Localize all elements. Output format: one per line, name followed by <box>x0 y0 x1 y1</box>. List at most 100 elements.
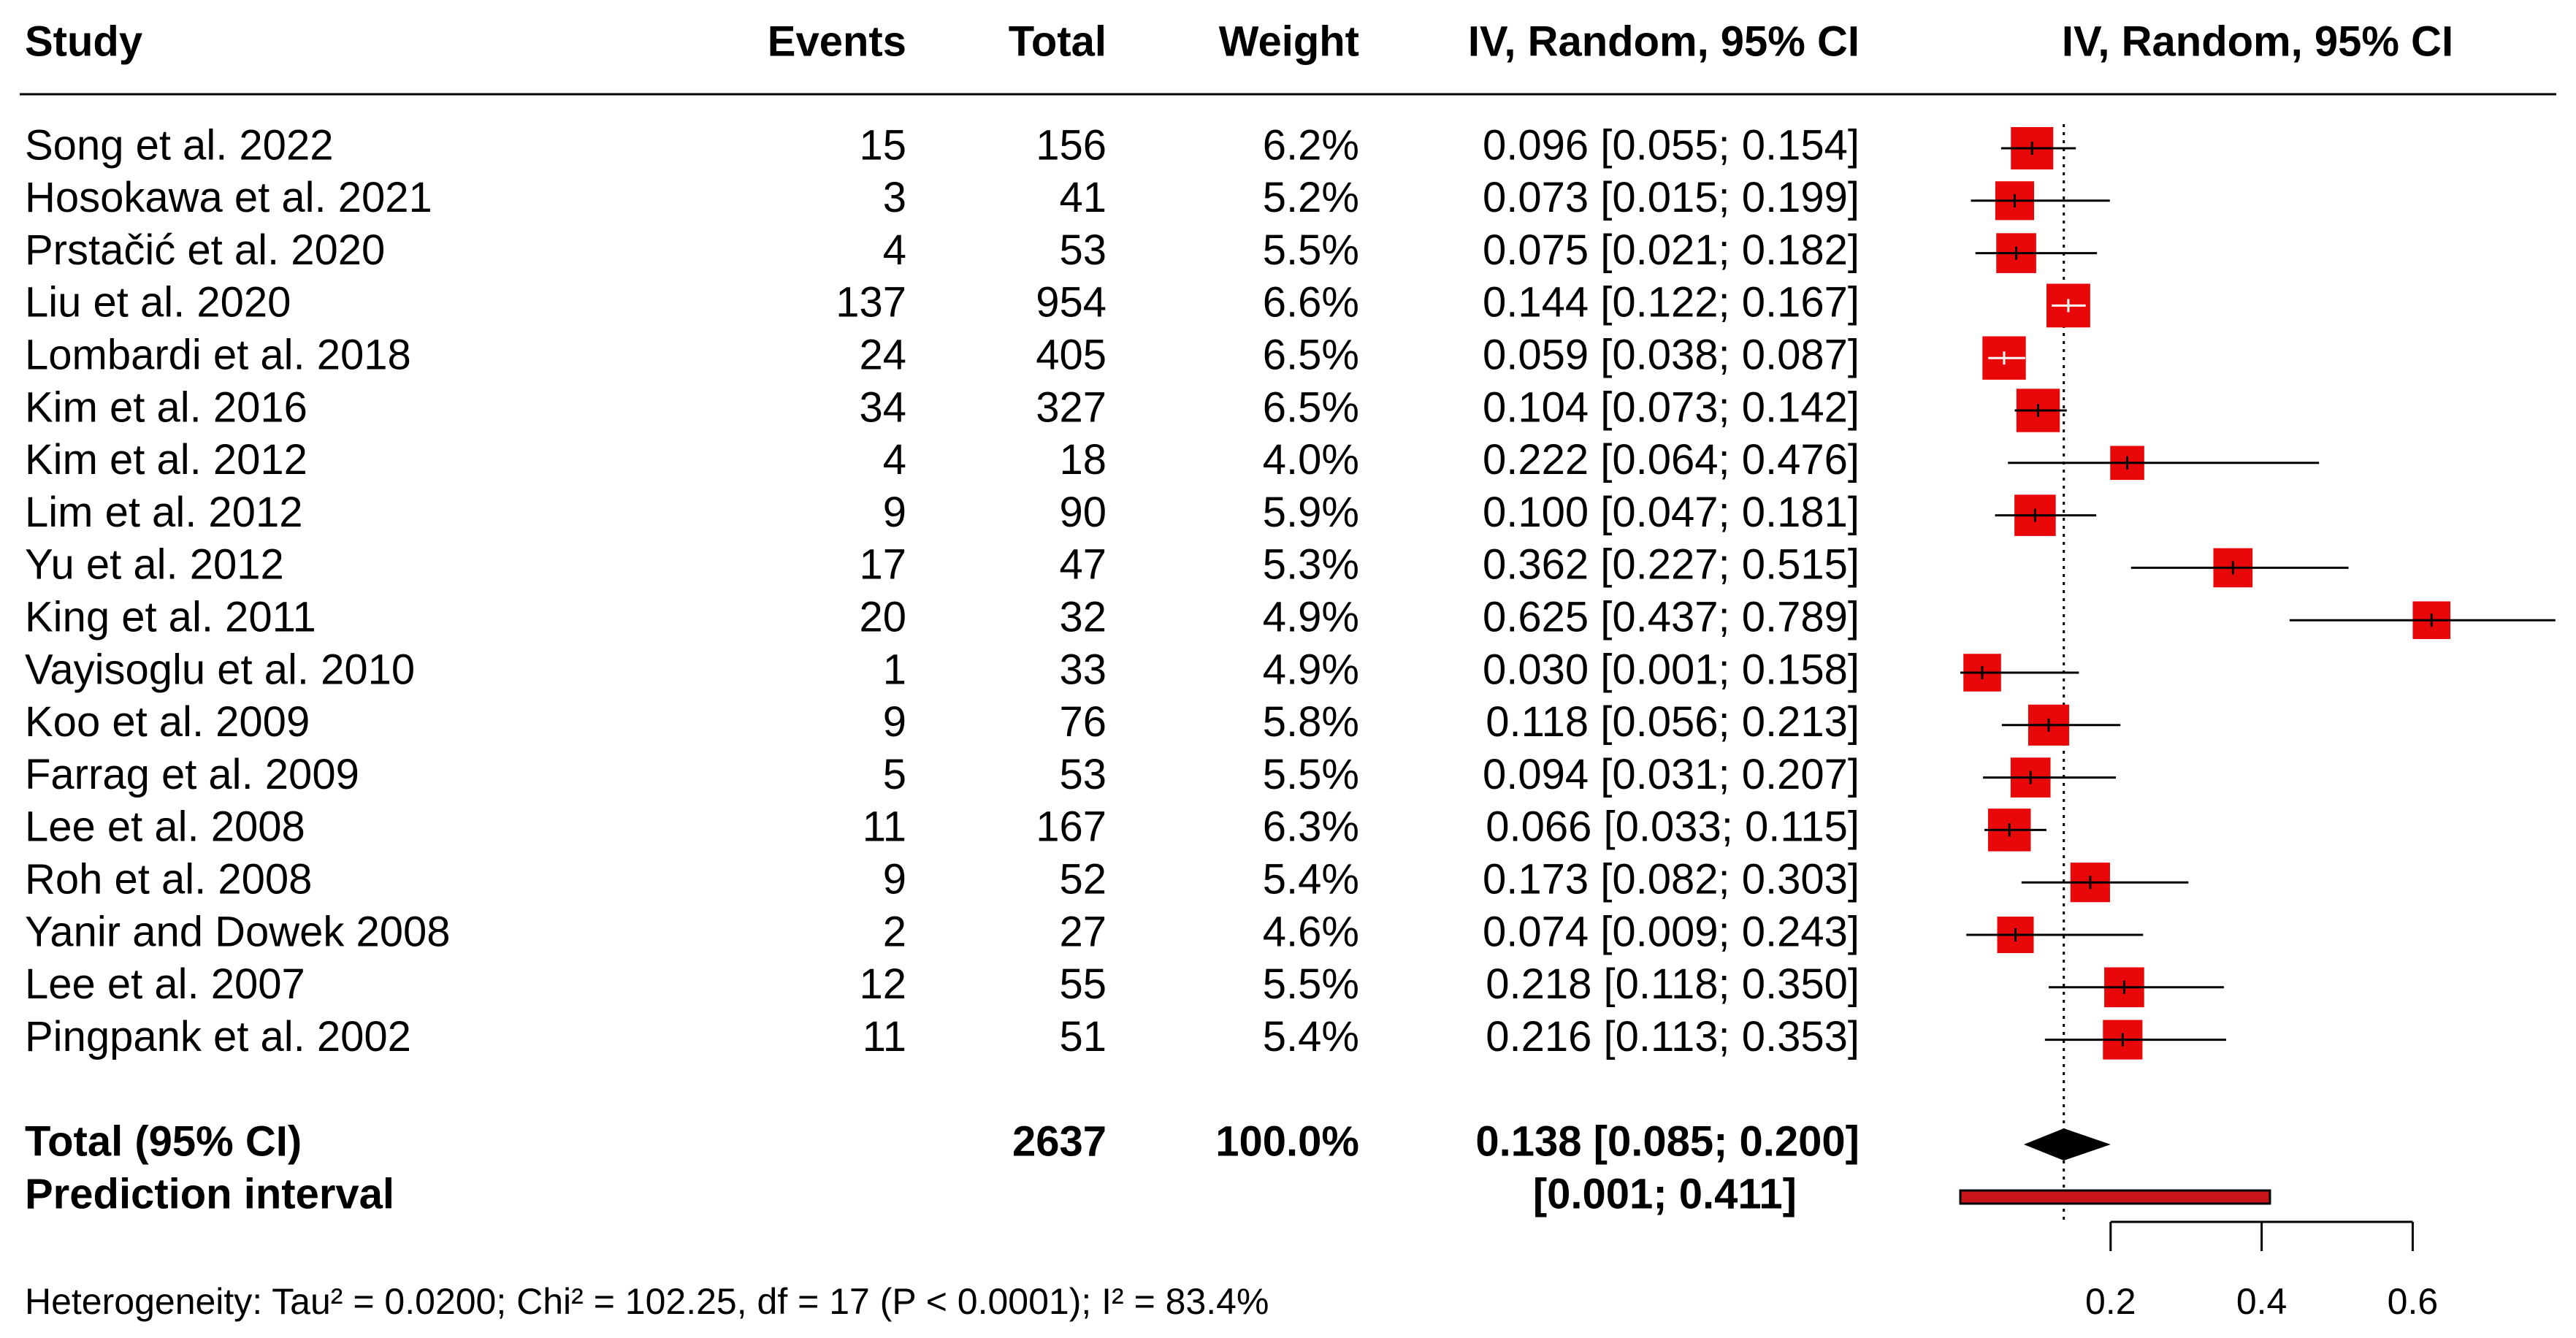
study-name: King et al. 2011 <box>25 594 316 641</box>
column-header: IV, Random, 95% CI <box>1468 18 1860 65</box>
ci-label: 0.362 [0.227; 0.515] <box>1483 541 1860 589</box>
weight: 4.9% <box>1263 594 1359 641</box>
total-ci: 0.138 [0.085; 0.200] <box>1475 1117 1860 1165</box>
total: 18 <box>1059 436 1107 483</box>
events: 24 <box>859 332 906 379</box>
ci-label: 0.625 [0.437; 0.789] <box>1483 594 1860 641</box>
total-weight: 100.0% <box>1215 1117 1359 1165</box>
study-name: Lombardi et al. 2018 <box>25 332 411 379</box>
weight: 5.2% <box>1263 174 1359 221</box>
weight: 5.5% <box>1263 226 1359 274</box>
total-n: 2637 <box>1012 1117 1107 1165</box>
total: 51 <box>1059 1013 1107 1060</box>
study-name: Hosokawa et al. 2021 <box>25 174 432 221</box>
prediction-bar <box>1959 1189 2271 1205</box>
total: 55 <box>1059 960 1107 1008</box>
study-name: Lee et al. 2008 <box>25 803 305 851</box>
weight: 5.5% <box>1263 751 1359 798</box>
weight: 6.5% <box>1263 383 1359 431</box>
weight: 5.9% <box>1263 489 1359 536</box>
ci-label: 0.074 [0.009; 0.243] <box>1483 908 1860 955</box>
study-name: Lee et al. 2007 <box>25 960 305 1008</box>
ci-label: 0.059 [0.038; 0.087] <box>1483 332 1860 379</box>
study-name: Liu et al. 2020 <box>25 279 291 326</box>
x-tick-label: 0.6 <box>2388 1281 2439 1322</box>
study-name: Prstačić et al. 2020 <box>25 226 385 274</box>
column-header: Total <box>1009 18 1107 65</box>
ci-label: 0.104 [0.073; 0.142] <box>1483 383 1860 431</box>
total: 167 <box>1036 803 1107 851</box>
total: 90 <box>1059 489 1107 536</box>
ci-label: 0.094 [0.031; 0.207] <box>1483 751 1860 798</box>
ci-label: 0.030 [0.001; 0.158] <box>1483 646 1860 693</box>
column-header: Study <box>25 18 142 65</box>
study-name: Kim et al. 2016 <box>25 383 307 431</box>
study-name: Pingpank et al. 2002 <box>25 1013 411 1060</box>
x-tick-label: 0.2 <box>2085 1281 2136 1322</box>
weight: 6.2% <box>1263 121 1359 169</box>
study-name: Farrag et al. 2009 <box>25 751 359 798</box>
total: 156 <box>1036 121 1107 169</box>
ci-label: 0.173 [0.082; 0.303] <box>1483 856 1860 903</box>
total: 954 <box>1036 279 1107 326</box>
events: 17 <box>859 541 906 589</box>
events: 1 <box>883 646 906 693</box>
weight: 5.5% <box>1263 960 1359 1008</box>
study-name: Kim et al. 2012 <box>25 436 307 483</box>
study-name: Roh et al. 2008 <box>25 856 312 903</box>
events: 15 <box>859 121 906 169</box>
total: 76 <box>1059 698 1107 746</box>
ci-label: 0.073 [0.015; 0.199] <box>1483 174 1860 221</box>
weight: 5.4% <box>1263 1013 1359 1060</box>
total: 33 <box>1059 646 1107 693</box>
events: 2 <box>883 908 906 955</box>
ci-label: 0.218 [0.118; 0.350] <box>1486 960 1860 1008</box>
events: 11 <box>863 803 906 851</box>
events: 11 <box>863 1013 906 1060</box>
weight: 6.5% <box>1263 332 1359 379</box>
weight: 6.6% <box>1263 279 1359 326</box>
plot-header: IV, Random, 95% CI <box>2062 18 2453 65</box>
events: 4 <box>883 436 906 483</box>
study-name: Song et al. 2022 <box>25 121 333 169</box>
ci-label: 0.066 [0.033; 0.115] <box>1486 803 1860 851</box>
events: 9 <box>883 856 906 903</box>
x-tick-label: 0.4 <box>2236 1281 2288 1322</box>
heterogeneity: Heterogeneity: Tau² = 0.0200; Chi² = 102… <box>25 1281 1269 1322</box>
ci-label: 0.144 [0.122; 0.167] <box>1483 279 1860 326</box>
ci-label: 0.118 [0.056; 0.213] <box>1486 698 1860 746</box>
total-label: Total (95% CI) <box>25 1117 302 1165</box>
total: 327 <box>1036 383 1107 431</box>
events: 5 <box>883 751 906 798</box>
ci-label: 0.222 [0.064; 0.476] <box>1483 436 1860 483</box>
total: 405 <box>1036 332 1107 379</box>
events: 9 <box>883 489 906 536</box>
weight: 4.9% <box>1263 646 1359 693</box>
events: 137 <box>836 279 906 326</box>
weight: 6.3% <box>1263 803 1359 851</box>
total: 47 <box>1059 541 1107 589</box>
events: 9 <box>883 698 906 746</box>
prediction-ci: [0.001; 0.411] <box>1533 1170 1797 1217</box>
ci-label: 0.216 [0.113; 0.353] <box>1486 1013 1860 1060</box>
events: 20 <box>859 594 906 641</box>
study-name: Yu et al. 2012 <box>25 541 284 589</box>
total: 41 <box>1059 174 1107 221</box>
total: 53 <box>1059 751 1107 798</box>
events: 3 <box>883 174 906 221</box>
prediction-label: Prediction interval <box>25 1170 394 1217</box>
events: 12 <box>859 960 906 1008</box>
weight: 4.0% <box>1263 436 1359 483</box>
ci-label: 0.100 [0.047; 0.181] <box>1483 489 1860 536</box>
study-name: Lim et al. 2012 <box>25 489 302 536</box>
column-header: Events <box>768 18 906 65</box>
column-header: Weight <box>1219 18 1359 65</box>
study-name: Yanir and Dowek 2008 <box>25 908 451 955</box>
summary-diamond <box>2023 1128 2111 1161</box>
weight: 5.8% <box>1263 698 1359 746</box>
ci-label: 0.075 [0.021; 0.182] <box>1483 226 1860 274</box>
total: 52 <box>1059 856 1107 903</box>
events: 34 <box>859 383 906 431</box>
